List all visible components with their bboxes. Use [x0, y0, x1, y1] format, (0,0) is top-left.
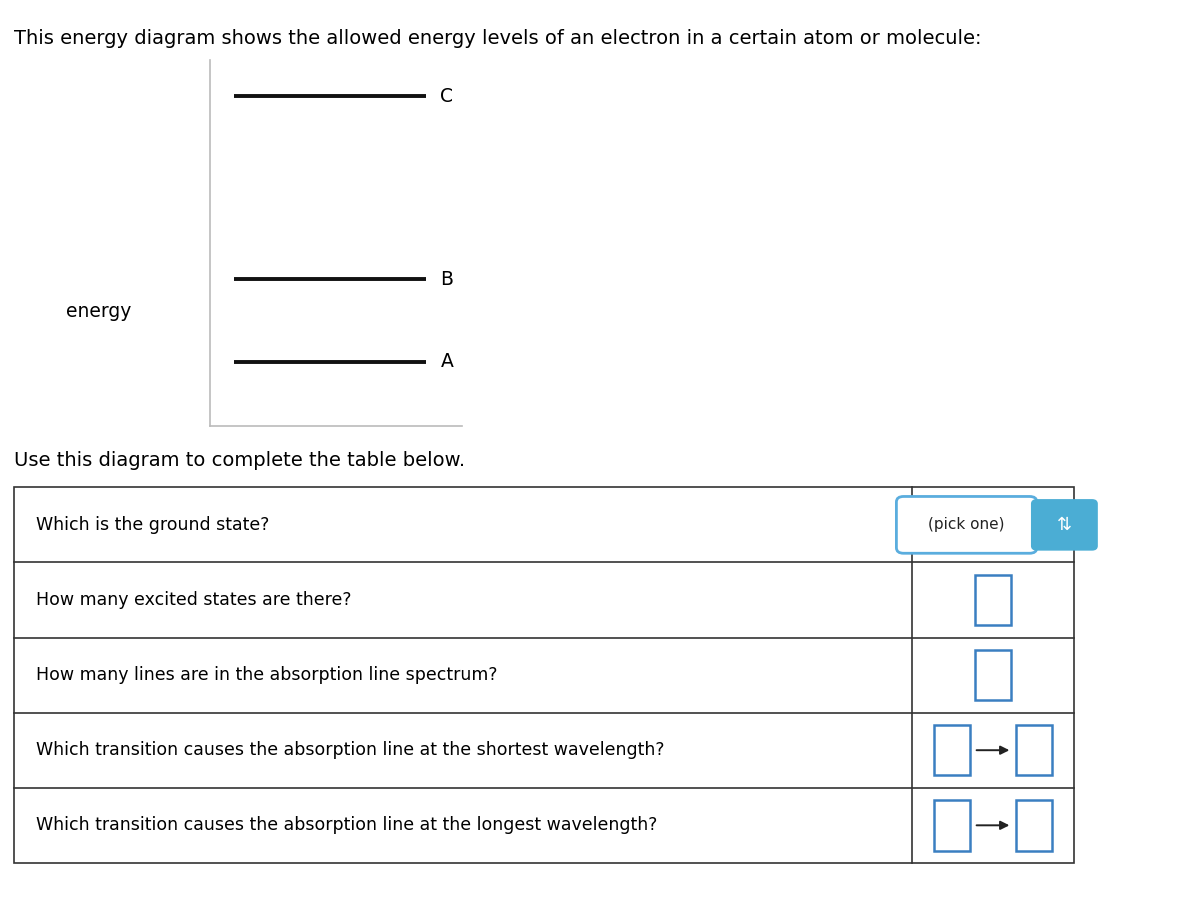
Bar: [1016, 725, 1052, 775]
Bar: [974, 650, 1010, 700]
Text: energy: energy: [66, 302, 131, 321]
Text: How many excited states are there?: How many excited states are there?: [36, 591, 352, 609]
Bar: [1016, 801, 1052, 850]
Text: (pick one): (pick one): [929, 518, 1004, 532]
Bar: [934, 801, 970, 850]
Text: Which transition causes the absorption line at the longest wavelength?: Which transition causes the absorption l…: [36, 816, 658, 834]
Text: This energy diagram shows the allowed energy levels of an electron in a certain : This energy diagram shows the allowed en…: [14, 29, 982, 49]
FancyBboxPatch shape: [1032, 500, 1097, 550]
Text: How many lines are in the absorption line spectrum?: How many lines are in the absorption lin…: [36, 666, 498, 684]
FancyBboxPatch shape: [896, 496, 1037, 553]
Text: Use this diagram to complete the table below.: Use this diagram to complete the table b…: [14, 451, 466, 470]
Text: Which is the ground state?: Which is the ground state?: [36, 516, 269, 534]
Bar: [14, 487, 1074, 863]
Text: C: C: [440, 87, 454, 105]
Bar: [934, 725, 970, 775]
Bar: [974, 575, 1010, 626]
Text: A: A: [440, 353, 454, 371]
Text: Which transition causes the absorption line at the shortest wavelength?: Which transition causes the absorption l…: [36, 741, 665, 759]
Text: ⇅: ⇅: [1057, 516, 1072, 534]
Text: B: B: [440, 270, 454, 289]
